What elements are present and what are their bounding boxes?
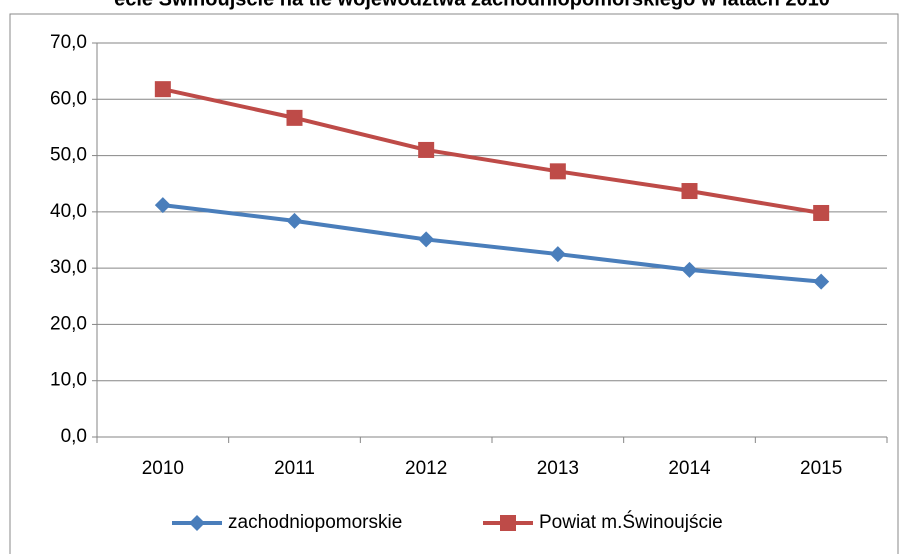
y-tick-label: 70,0	[50, 32, 87, 53]
marker	[286, 109, 303, 126]
marker	[813, 273, 830, 290]
marker	[286, 212, 303, 229]
marker	[549, 246, 566, 263]
marker	[154, 197, 171, 214]
y-tick-label: 10,0	[50, 370, 87, 391]
legend-marker	[500, 515, 516, 531]
chart-title: ecie Świnoujście na tle województwa zach…	[114, 0, 830, 10]
y-tick-label: 20,0	[50, 313, 87, 334]
legend-label: Powiat m.Świnoujście	[539, 511, 723, 533]
x-tick-label: 2010	[142, 458, 184, 479]
marker	[418, 231, 435, 248]
marker	[681, 183, 698, 200]
x-tick-label: 2011	[274, 458, 315, 479]
y-tick-label: 50,0	[50, 145, 87, 166]
line	[162, 203, 822, 284]
marker	[549, 163, 566, 180]
legend-marker	[189, 515, 205, 531]
y-tick-label: 60,0	[50, 88, 87, 109]
marker	[418, 141, 435, 158]
legend-label: zachodniopomorskie	[228, 512, 402, 533]
marker	[154, 81, 171, 98]
x-tick-label: 2015	[800, 458, 842, 479]
line	[162, 87, 822, 215]
x-tick-label: 2014	[668, 458, 711, 479]
y-tick-label: 0,0	[61, 426, 87, 447]
marker	[813, 204, 830, 221]
marker	[681, 261, 698, 278]
x-tick-label: 2013	[537, 458, 579, 479]
x-tick-label: 2012	[405, 458, 447, 479]
chart-frame	[9, 13, 899, 554]
y-tick-label: 40,0	[50, 201, 87, 222]
y-tick-label: 30,0	[50, 257, 87, 278]
